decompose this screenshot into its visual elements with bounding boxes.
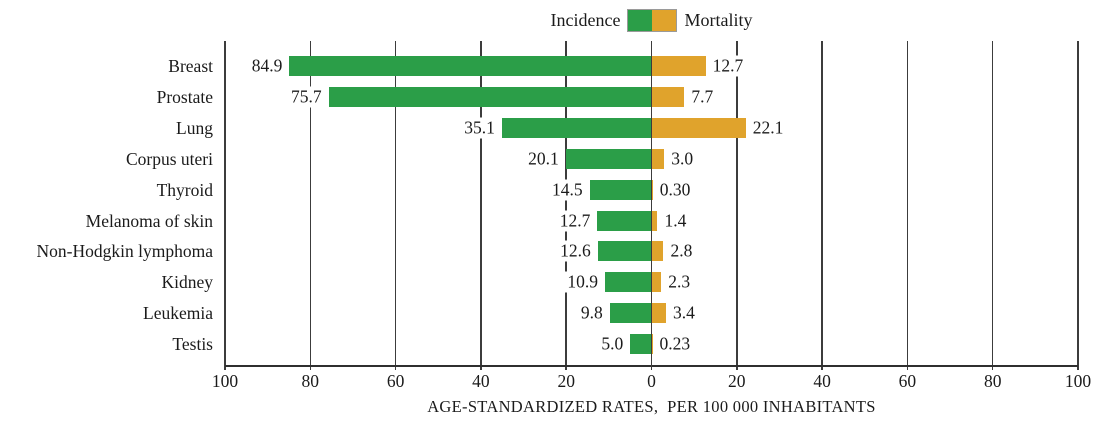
gridline <box>480 41 482 370</box>
gridline <box>906 41 909 370</box>
x-tick-label: 60 <box>386 371 405 391</box>
chart-legend: Incidence Mortality <box>225 6 1078 34</box>
incidence-bar <box>565 148 652 169</box>
mortality-value-label: 22.1 <box>749 117 787 139</box>
mortality-bar <box>651 241 664 262</box>
category-label: Testis <box>172 334 213 355</box>
legend-incidence-label: Incidence <box>550 9 621 30</box>
incidence-bar <box>605 272 652 293</box>
mortality-value-label: 7.7 <box>688 86 717 108</box>
mortality-bar <box>651 148 665 169</box>
mortality-bar <box>651 117 746 138</box>
gridline <box>309 41 312 370</box>
mortality-color-swatch <box>652 9 677 31</box>
incidence-value-label: 10.9 <box>564 271 602 293</box>
incidence-bar <box>289 56 652 76</box>
incidence-value-label: 9.8 <box>577 302 606 324</box>
incidence-bar <box>328 86 652 107</box>
incidence-value-label: 84.9 <box>248 55 286 77</box>
category-label: Prostate <box>156 86 213 107</box>
incidence-bar <box>609 303 652 324</box>
mortality-value-label: 12.7 <box>709 55 747 77</box>
x-tick-label: 40 <box>813 371 831 391</box>
mortality-value-label: 0.30 <box>656 179 694 201</box>
incidence-bar <box>597 210 652 231</box>
legend-swatches <box>627 8 678 32</box>
category-label: Breast <box>168 56 213 76</box>
incidence-value-label: 12.7 <box>556 210 594 231</box>
gridline <box>565 41 567 370</box>
category-label: Lung <box>176 117 213 138</box>
incidence-value-label: 75.7 <box>288 86 325 108</box>
gridline <box>224 41 226 370</box>
mortality-value-label: 3.4 <box>670 302 698 324</box>
incidence-value-label: 20.1 <box>525 148 562 170</box>
gridline <box>991 41 994 370</box>
category-label: Thyroid <box>156 179 213 200</box>
x-tick-label: 100 <box>1064 371 1092 391</box>
incidence-value-label: 14.5 <box>549 179 586 201</box>
mortality-bar <box>651 86 685 107</box>
gridline <box>736 41 738 370</box>
incidence-value-label: 12.6 <box>557 240 594 262</box>
x-tick-label: 60 <box>898 371 917 391</box>
mortality-bar <box>651 210 658 231</box>
category-label: Corpus uteri <box>125 148 213 169</box>
category-labels-column: Breast Prostate Lung Corpus uteri Thyroid Mel… <box>0 0 213 430</box>
x-tick-label: 100 <box>211 371 239 391</box>
x-tick-label: 0 <box>647 371 656 391</box>
gridline <box>1077 41 1079 370</box>
x-tick-label: 20 <box>557 371 575 391</box>
x-tick-label: 80 <box>301 371 320 391</box>
x-axis-ticks: 100 80 60 40 20 0 20 40 60 80 100 <box>212 371 1091 393</box>
x-tick-label: 20 <box>728 371 746 391</box>
category-label: Melanoma of skin <box>85 210 213 231</box>
incidence-value-label: 5.0 <box>598 333 627 355</box>
incidence-bar <box>630 334 652 355</box>
plot-area: 84.9 12.7 75.7 7.7 35.1 22.1 20.1 3.0 14.5 0.30 12… <box>224 41 1079 370</box>
incidence-value-label: 35.1 <box>461 117 498 139</box>
category-label: Non-Hodgkin lymphoma <box>36 241 213 262</box>
mortality-bar <box>651 303 666 324</box>
incidence-bar <box>597 241 652 262</box>
x-tick-label: 40 <box>472 371 490 391</box>
x-axis-title: AGE-STANDARDIZED RATES, PER 100 000 INHA… <box>427 397 876 416</box>
category-label: Leukemia <box>143 303 213 324</box>
mortality-value-label: 1.4 <box>661 210 690 231</box>
mortality-bar <box>651 272 662 293</box>
incidence-color-swatch <box>628 9 653 31</box>
mortality-value-label: 2.3 <box>665 271 694 293</box>
incidence-bar <box>589 179 652 200</box>
mortality-bar <box>651 56 706 76</box>
category-label: Kidney <box>161 272 213 293</box>
mortality-value-label: 3.0 <box>668 148 697 170</box>
mortality-value-label: 2.8 <box>667 240 696 262</box>
mortality-value-label: 0.23 <box>656 333 694 355</box>
gridline <box>821 41 823 370</box>
gridline <box>394 41 397 370</box>
zero-gridline <box>650 41 653 370</box>
legend-mortality-label: Mortality <box>684 9 753 30</box>
x-tick-label: 80 <box>983 371 1002 391</box>
incidence-bar <box>501 117 652 138</box>
